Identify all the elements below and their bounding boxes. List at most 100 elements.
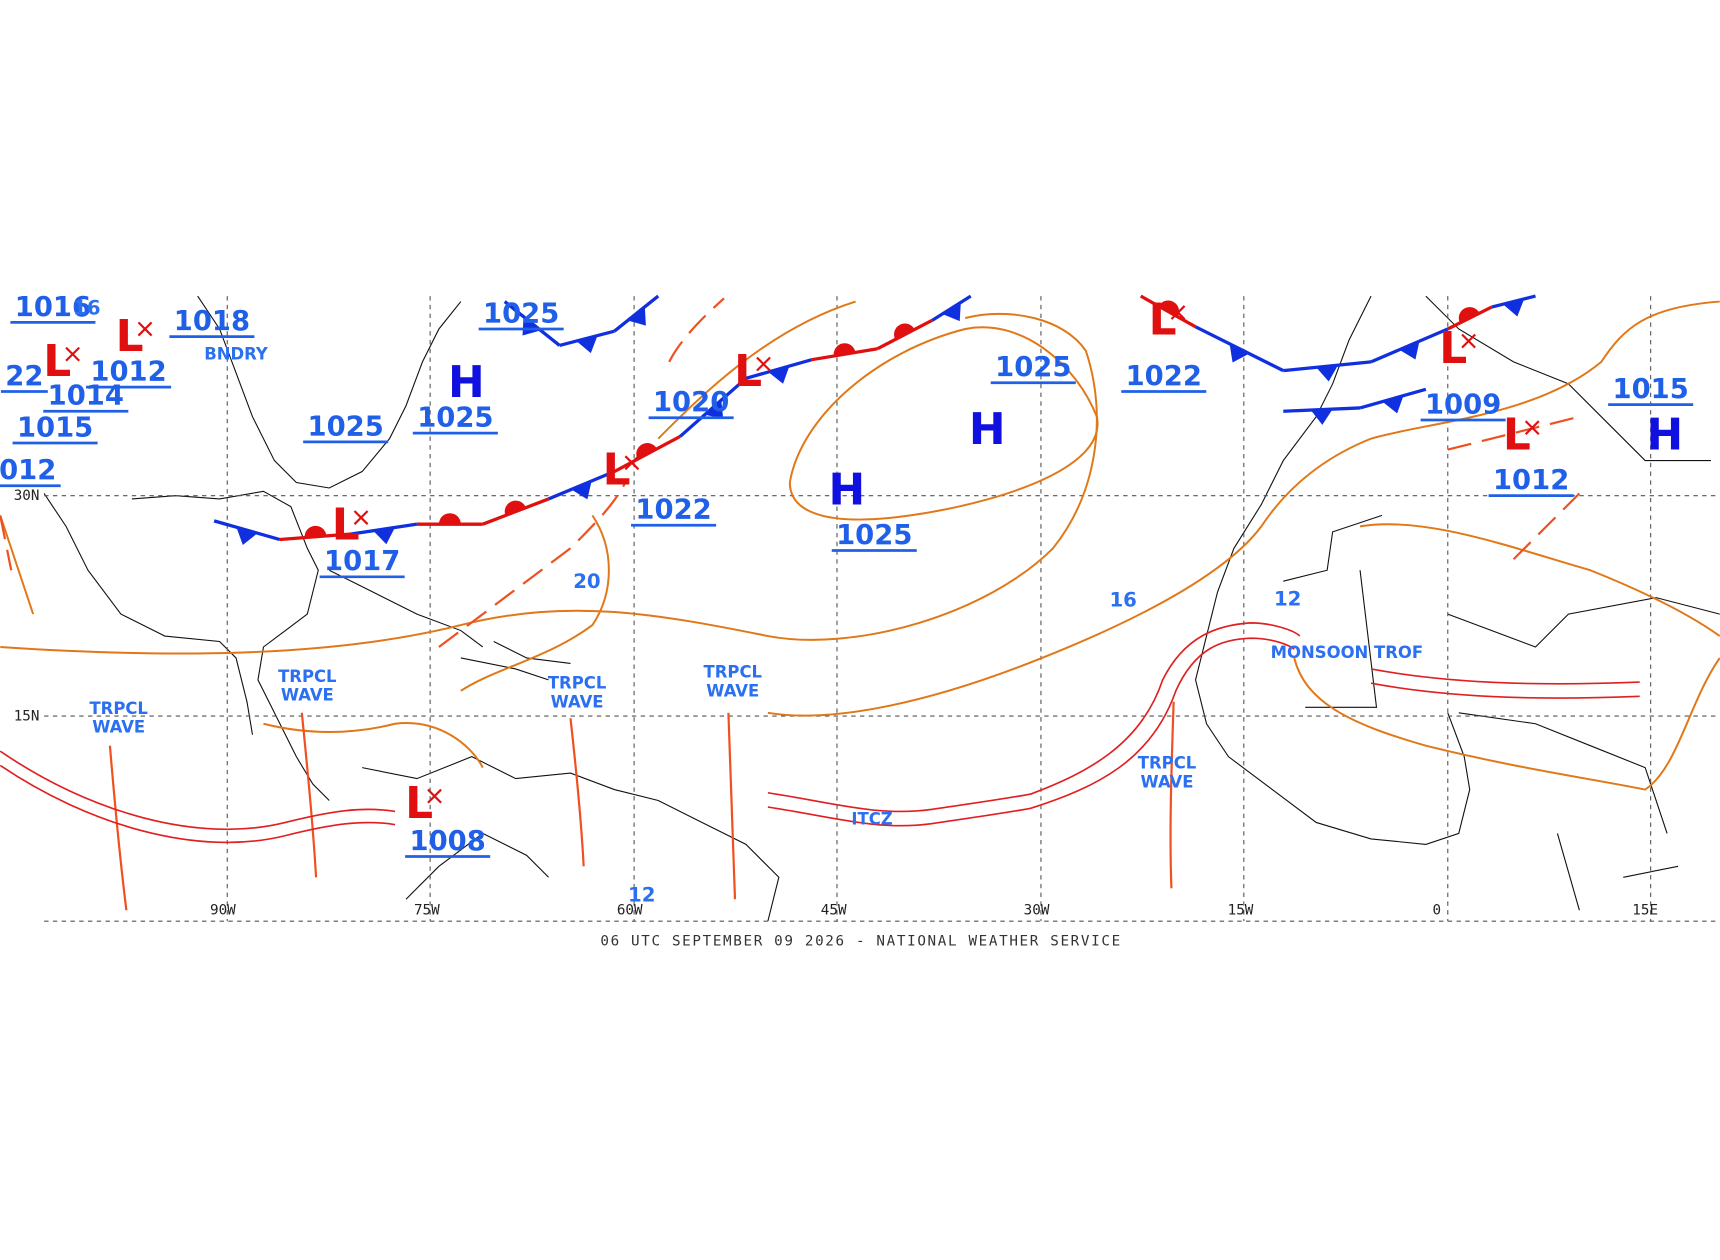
warm-front-pip — [636, 443, 657, 460]
warm-front-pip — [1458, 307, 1480, 323]
pressure-value: 1025 — [995, 352, 1071, 383]
coastlines — [43, 295, 1720, 922]
low-center: L — [603, 445, 631, 496]
feature-label: TRPCL WAVE — [278, 667, 337, 705]
pressure-value: 1025 — [308, 411, 384, 442]
warm-front-pip — [893, 323, 915, 340]
isobar-value: 16 — [73, 297, 100, 320]
cold-front-pip — [236, 527, 258, 545]
feature-word: WAVE — [551, 692, 604, 711]
low-center: L — [734, 346, 762, 397]
pressure-value: 1022 — [1126, 361, 1202, 392]
cold-front-pip — [1502, 298, 1525, 317]
front-segment — [350, 522, 418, 536]
feature-label: MONSOON TROF — [1271, 643, 1423, 662]
labels: 90W 75W 60W 45W 30W 15W 0 15E30N15NHHHHLLLLLLLL… — [0, 292, 1694, 919]
pressure-value: 1015 — [17, 412, 93, 443]
feature-word: TRPCL — [548, 674, 607, 693]
cold-front-pip — [704, 400, 724, 419]
pressure-value: 1009 — [1425, 389, 1501, 420]
low-mark — [624, 455, 640, 471]
cold-front-pip — [1310, 409, 1333, 425]
cold-front-pip — [627, 306, 646, 326]
warm-front-pip — [1158, 300, 1180, 317]
tropical-waves — [108, 701, 1175, 911]
cold-front-pip — [571, 481, 592, 500]
feature-label: TRPCL WAVE — [704, 663, 763, 701]
pressure-value: 1017 — [324, 546, 400, 577]
high-center: H — [969, 404, 1006, 455]
lon-label: 0 — [1433, 903, 1442, 919]
pressure-value: 1020 — [653, 387, 729, 418]
low-center: L — [1503, 410, 1531, 461]
pressure-value: 1008 — [410, 826, 486, 857]
feature-label: TRPCL WAVE — [1138, 754, 1197, 792]
low-center: L — [405, 778, 433, 829]
cold-front-pip — [373, 527, 395, 545]
pressure-value: 1025 — [483, 298, 559, 329]
low-mark — [756, 356, 771, 372]
feature-word: WAVE — [92, 718, 145, 737]
lon-label: 30W — [1024, 903, 1050, 919]
warm-front-pip — [438, 513, 461, 525]
low-center: L — [332, 500, 360, 551]
cold-front-pip — [1382, 395, 1404, 414]
cold-front-pip — [1229, 343, 1250, 363]
pressure-value: 1012 — [90, 357, 166, 388]
feature-word: WAVE — [706, 681, 759, 700]
feature-word: TRPCL — [89, 699, 148, 718]
isobar-value: 16 — [1109, 588, 1136, 611]
cold-front-pip — [576, 335, 598, 354]
lon-label: 15E — [1632, 903, 1658, 919]
low-mark — [137, 321, 153, 337]
front-segment — [1370, 327, 1449, 364]
feature-label: TRPCL WAVE — [548, 674, 607, 712]
low-center: L — [1149, 294, 1177, 345]
pressure-value: 1025 — [417, 403, 493, 434]
pressure-value: 1012 — [1493, 465, 1569, 496]
lat-label: 30N — [14, 488, 40, 504]
low-center: L — [43, 336, 71, 387]
isobar-value: 12 — [1274, 587, 1301, 610]
isobar-value: 12 — [628, 883, 655, 906]
pressure-value: 1018 — [174, 306, 250, 337]
cold-front-pip — [1399, 341, 1420, 360]
high-center: H — [828, 464, 865, 515]
lon-label: 75W — [414, 903, 440, 919]
feature-word: WAVE — [281, 686, 334, 705]
isobars — [0, 300, 1720, 791]
pressure-value: 1015 — [1613, 374, 1689, 405]
lon-label: 60W — [617, 903, 643, 919]
warm-front-pip — [833, 343, 856, 357]
feature-word: TRPCL — [704, 663, 763, 682]
pressure-value: 1016 — [15, 292, 91, 323]
low-mark — [1461, 333, 1476, 349]
feature-label: BNDRY — [204, 345, 269, 364]
pressure-value: 22 — [5, 361, 43, 392]
low-mark — [1170, 305, 1186, 320]
feature-word: TRPCL — [1138, 754, 1197, 773]
low-mark — [65, 346, 80, 362]
convergence-zones — [0, 622, 1640, 844]
lon-label: 15W — [1228, 903, 1254, 919]
troughs — [0, 297, 1581, 648]
pressure-value: 1025 — [836, 520, 912, 551]
graticule — [44, 296, 1720, 922]
cold-front-pip — [942, 302, 961, 322]
fronts — [213, 294, 1536, 545]
low-mark — [427, 788, 442, 804]
warm-front-pip — [504, 500, 526, 516]
footer: 06 UTC SEPTEMBER 09 2026 - NATIONAL WEAT… — [600, 933, 1121, 949]
pressure-value: 1022 — [635, 495, 711, 526]
lon-label: 45W — [821, 903, 847, 919]
pressure-value: 1014 — [48, 381, 124, 412]
lat-label: 15N — [14, 708, 40, 724]
low-mark — [353, 510, 369, 525]
pressure-value: 012 — [0, 455, 56, 486]
isobar-value: 20 — [573, 570, 600, 593]
low-mark — [1524, 420, 1540, 436]
feature-label: TRPCL WAVE — [89, 699, 148, 737]
low-center: L — [116, 311, 144, 362]
